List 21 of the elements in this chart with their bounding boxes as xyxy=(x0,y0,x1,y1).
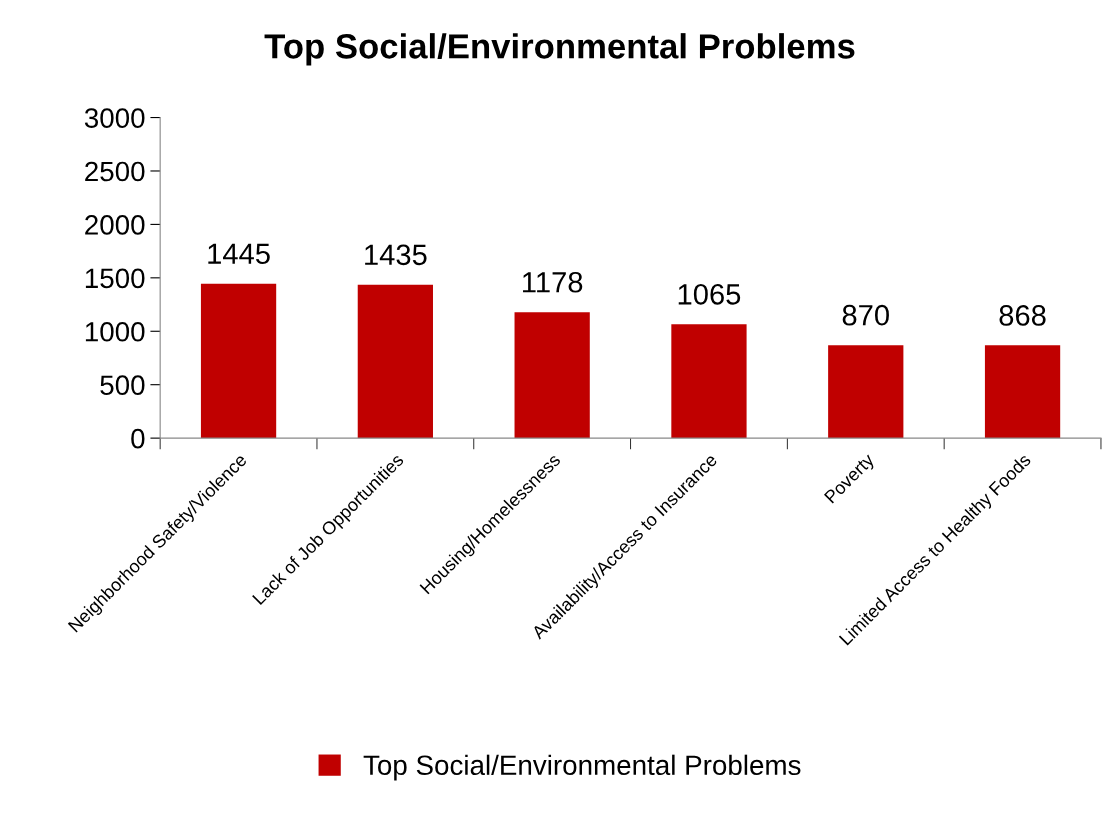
data-label: 1445 xyxy=(208,243,270,265)
y-tick-label: 1000 xyxy=(85,321,145,342)
data-label: 1435 xyxy=(365,244,427,266)
y-tick-label: 3000 xyxy=(84,108,145,128)
bar xyxy=(828,345,904,439)
bar xyxy=(200,283,277,439)
y-tick-label: 2000 xyxy=(85,215,145,235)
bar xyxy=(984,345,1061,439)
y-tick-label: 500 xyxy=(100,375,145,396)
bar xyxy=(514,312,590,439)
y-tick-label: 2500 xyxy=(85,161,145,182)
data-label: 868 xyxy=(999,305,1046,326)
data-label: 1178 xyxy=(523,271,583,293)
chart-title: Top Social/Environmental Problems xyxy=(264,33,855,66)
bar xyxy=(671,324,747,439)
data-label: 1065 xyxy=(678,284,741,305)
legend-label: Top Social/Environmental Problems xyxy=(363,754,801,781)
y-tick-label: 0 xyxy=(131,428,145,449)
y-tick-label: 1500 xyxy=(85,268,145,289)
data-label: 870 xyxy=(842,304,889,326)
bar xyxy=(357,284,433,439)
